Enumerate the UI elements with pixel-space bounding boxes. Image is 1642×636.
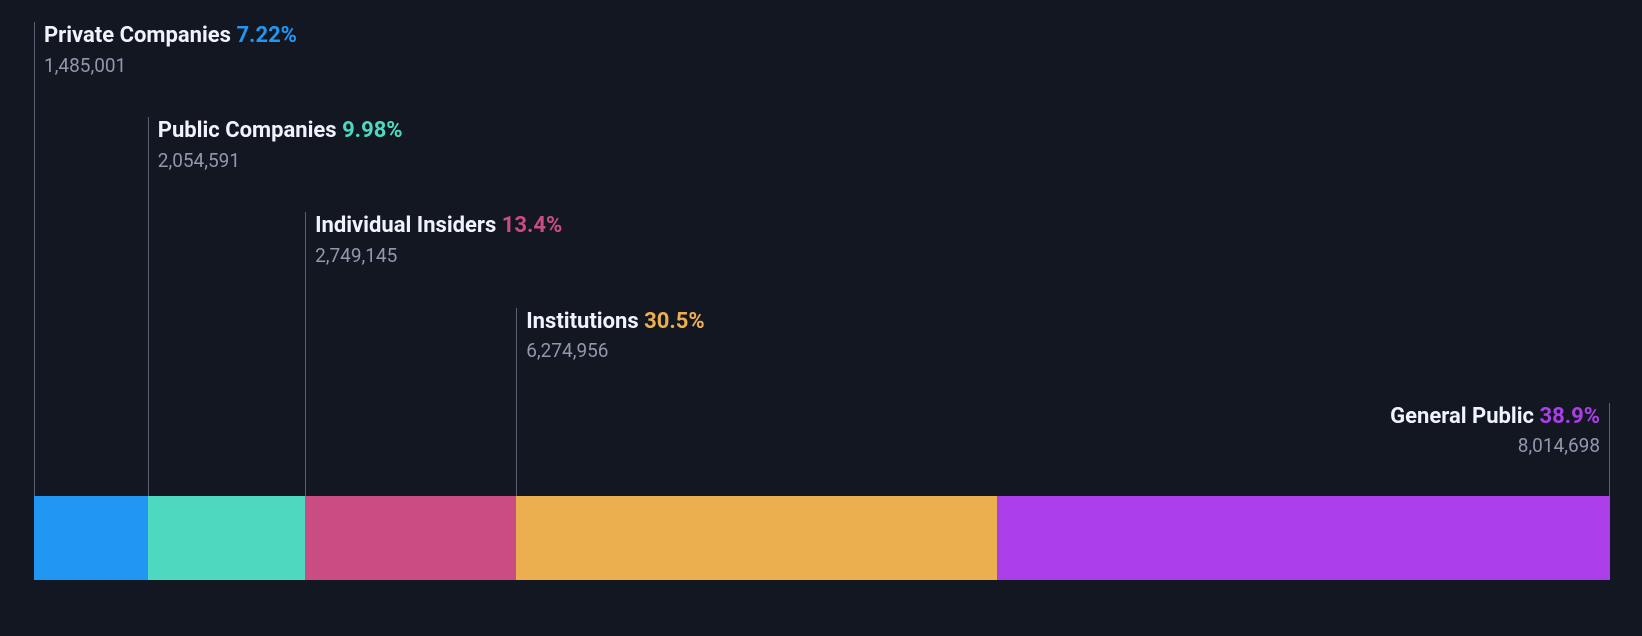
segment-label-text: General Public (1390, 404, 1534, 429)
segment-percent: 30.5% (644, 309, 705, 334)
segment-general-public (997, 496, 1610, 580)
segment-label: Private Companies 7.22% (44, 22, 297, 50)
segment-label: Institutions 30.5% (526, 308, 704, 336)
segment-label: Individual Insiders 13.4% (315, 212, 562, 240)
segment-percent: 7.22% (236, 23, 297, 48)
bar-track (34, 496, 1610, 580)
leader-line (1609, 403, 1610, 496)
leader-line (148, 117, 149, 496)
callout-public-companies: Public Companies 9.98% 2,054,591 (158, 117, 403, 172)
callout-private-companies: Private Companies 7.22% 1,485,001 (44, 22, 297, 77)
segment-label-text: Private Companies (44, 23, 231, 48)
segment-individual-insiders (305, 496, 516, 580)
callout-individual-insiders: Individual Insiders 13.4% 2,749,145 (315, 212, 562, 267)
segment-value: 2,054,591 (158, 149, 403, 172)
segment-private-companies (34, 496, 148, 580)
segment-percent: 13.4% (502, 213, 563, 238)
leader-line (305, 212, 306, 496)
segment-value: 6,274,956 (526, 339, 704, 362)
segment-label: General Public 38.9% (1390, 403, 1600, 431)
leader-line (34, 22, 35, 496)
ownership-chart: Private Companies 7.22% 1,485,001 Public C… (0, 0, 1642, 636)
segment-percent: 9.98% (342, 118, 403, 143)
callout-institutions: Institutions 30.5% 6,274,956 (526, 308, 704, 363)
chart-area: Private Companies 7.22% 1,485,001 Public C… (34, 20, 1610, 580)
segment-label-text: Public Companies (158, 118, 337, 143)
leader-line (516, 308, 517, 496)
segment-institutions (516, 496, 997, 580)
segment-label: Public Companies 9.98% (158, 117, 403, 145)
segment-value: 2,749,145 (315, 244, 562, 267)
segment-label-text: Individual Insiders (315, 213, 496, 238)
segment-percent: 38.9% (1539, 404, 1600, 429)
segment-label-text: Institutions (526, 309, 638, 334)
segment-value: 8,014,698 (1390, 434, 1600, 457)
segment-value: 1,485,001 (44, 54, 297, 77)
segment-public-companies (148, 496, 305, 580)
callout-general-public: General Public 38.9% 8,014,698 (1390, 403, 1600, 458)
